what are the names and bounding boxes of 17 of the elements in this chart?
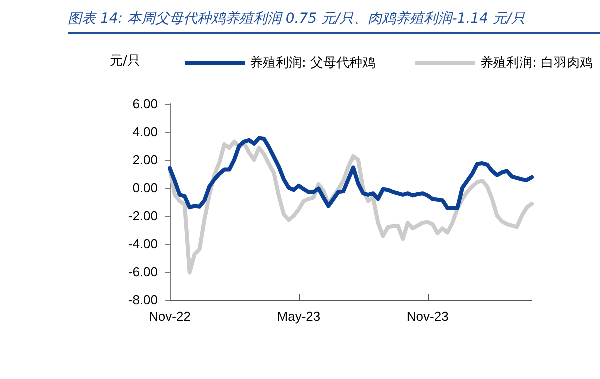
y-tick-label: -6.00 [128,264,158,280]
y-tick-label: 0.00 [132,180,158,196]
x-tick-label: May-23 [277,309,321,324]
y-tick-label: 4.00 [132,124,158,140]
line-series [168,140,534,275]
x-tick-label: Nov-23 [406,309,449,324]
legend-label: 养殖利润: 白羽肉鸡 [480,55,594,71]
y-tick-label: 2.00 [132,152,158,168]
y-tick-label: 6.00 [132,96,158,112]
y-tick-label: -2.00 [128,208,158,224]
y-tick-label: -8.00 [128,292,158,308]
y-tick-label: -4.00 [128,236,158,252]
chart-title: 图表 14: 本周父母代种鸡养殖利润 0.75 元/只、肉鸡养殖利润-1.14 元/只 [68,6,600,34]
y-axis-title: 元/只 [110,54,140,69]
line-series [168,136,534,210]
x-tick-label: Nov-22 [149,309,191,324]
legend-label: 养殖利润: 父母代种鸡 [250,55,376,71]
